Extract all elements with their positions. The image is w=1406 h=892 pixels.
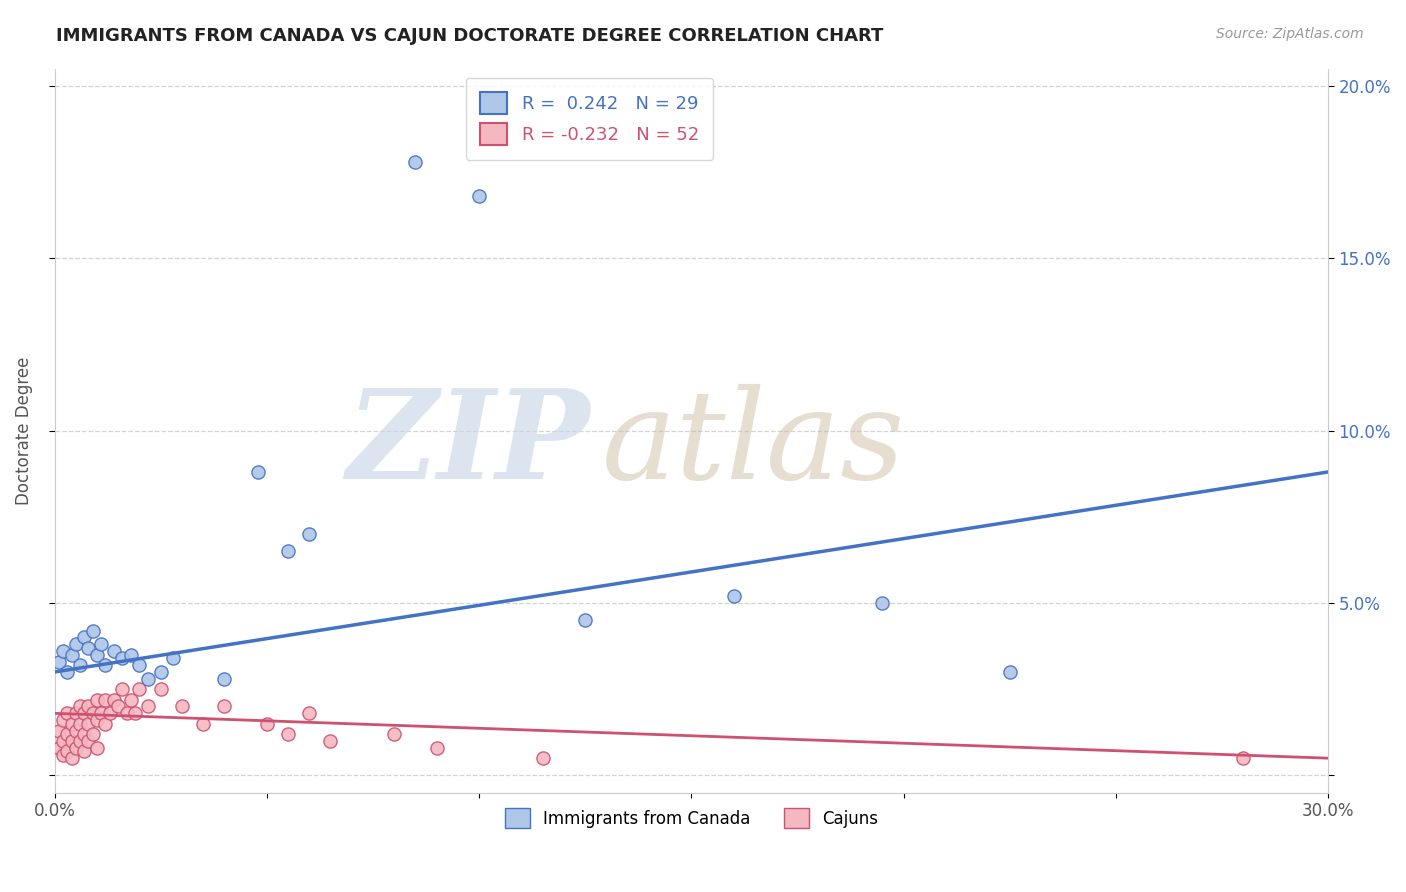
Point [162, 651, 184, 665]
Point [191, 716, 214, 731]
Point [82, 624, 104, 638]
Point [404, 154, 426, 169]
Point [1232, 751, 1254, 765]
Point [107, 699, 129, 714]
Point [214, 699, 236, 714]
Point [86, 713, 108, 727]
Legend: Immigrants from Canada, Cajuns: Immigrants from Canada, Cajuns [498, 801, 884, 835]
Point [60, 648, 83, 662]
Point [48, 723, 70, 738]
Point [103, 644, 125, 658]
Point [382, 727, 405, 741]
Point [52, 713, 75, 727]
Point [98, 706, 121, 721]
Text: Source: ZipAtlas.com: Source: ZipAtlas.com [1216, 27, 1364, 41]
Point [65, 723, 87, 738]
Point [69, 716, 91, 731]
Point [52, 734, 75, 748]
Point [73, 706, 96, 721]
Point [111, 651, 134, 665]
Point [86, 740, 108, 755]
Point [60, 734, 83, 748]
Point [170, 699, 193, 714]
Point [90, 706, 112, 721]
Point [124, 706, 146, 721]
Point [86, 692, 108, 706]
Point [531, 751, 554, 765]
Point [77, 640, 100, 655]
Point [214, 672, 236, 686]
Point [128, 682, 150, 697]
Point [319, 734, 342, 748]
Point [94, 692, 117, 706]
Point [60, 716, 83, 731]
Point [723, 589, 745, 603]
Point [149, 665, 172, 679]
Point [426, 740, 449, 755]
Point [82, 727, 104, 741]
Point [52, 644, 75, 658]
Text: ZIP: ZIP [346, 384, 589, 506]
Point [277, 727, 299, 741]
Point [56, 706, 79, 721]
Y-axis label: Doctorate Degree: Doctorate Degree [15, 357, 32, 505]
Point [48, 655, 70, 669]
Text: IMMIGRANTS FROM CANADA VS CAJUN DOCTORATE DEGREE CORRELATION CHART: IMMIGRANTS FROM CANADA VS CAJUN DOCTORAT… [56, 27, 883, 45]
Point [998, 665, 1021, 679]
Point [111, 682, 134, 697]
Point [94, 658, 117, 673]
Point [73, 631, 96, 645]
Point [69, 658, 91, 673]
Point [468, 189, 491, 203]
Point [128, 658, 150, 673]
Point [103, 692, 125, 706]
Point [136, 672, 159, 686]
Point [65, 637, 87, 651]
Point [120, 692, 142, 706]
Text: atlas: atlas [602, 384, 905, 506]
Point [48, 740, 70, 755]
Point [56, 665, 79, 679]
Point [65, 706, 87, 721]
Point [86, 648, 108, 662]
Point [60, 751, 83, 765]
Point [256, 716, 278, 731]
Point [77, 716, 100, 731]
Point [872, 596, 894, 610]
Point [56, 727, 79, 741]
Point [136, 699, 159, 714]
Point [82, 706, 104, 721]
Point [69, 734, 91, 748]
Point [574, 613, 596, 627]
Point [247, 465, 270, 479]
Point [115, 706, 138, 721]
Point [56, 744, 79, 758]
Point [52, 747, 75, 762]
Point [90, 637, 112, 651]
Point [73, 744, 96, 758]
Point [69, 699, 91, 714]
Point [77, 734, 100, 748]
Point [298, 527, 321, 541]
Point [120, 648, 142, 662]
Point [94, 716, 117, 731]
Point [298, 706, 321, 721]
Point [65, 740, 87, 755]
Point [149, 682, 172, 697]
Point [277, 544, 299, 558]
Point [77, 699, 100, 714]
Point [73, 727, 96, 741]
